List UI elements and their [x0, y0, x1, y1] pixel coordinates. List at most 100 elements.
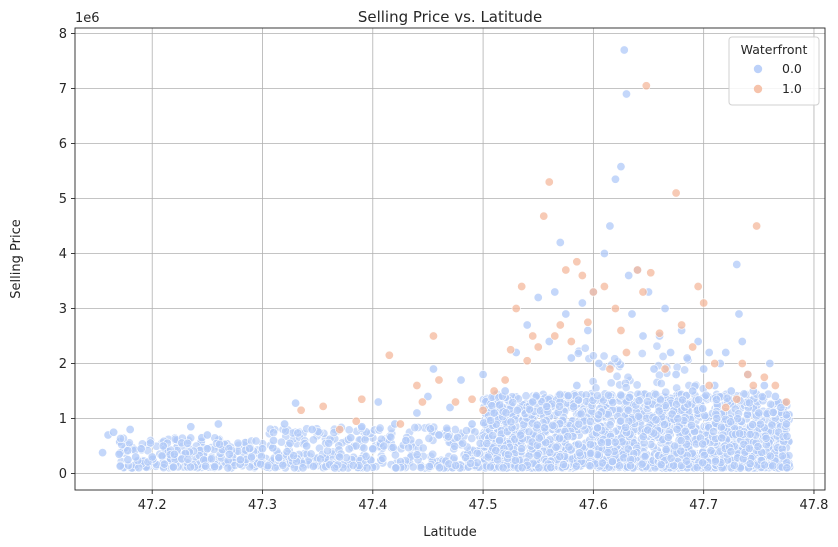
data-point — [302, 441, 312, 451]
data-point — [616, 390, 626, 400]
data-point — [767, 420, 777, 430]
data-point — [368, 444, 378, 454]
y-tick-label: 5 — [59, 192, 67, 207]
data-point — [495, 435, 505, 445]
y-tick-label: 4 — [59, 247, 67, 262]
data-point — [318, 401, 328, 411]
data-point — [357, 422, 367, 432]
data-point — [643, 396, 653, 406]
data-point — [244, 444, 254, 454]
data-point — [278, 460, 288, 470]
data-point — [168, 462, 178, 472]
data-point — [215, 439, 225, 449]
data-point — [706, 446, 716, 456]
data-point — [585, 439, 595, 449]
y-tick-label: 8 — [59, 27, 67, 42]
data-point — [401, 435, 411, 445]
y-tick-label: 6 — [59, 137, 67, 152]
legend-marker — [753, 64, 763, 74]
data-point — [98, 448, 108, 458]
data-point — [693, 281, 703, 291]
x-tick-label: 47.3 — [248, 498, 277, 513]
data-point — [115, 461, 125, 471]
data-point — [116, 434, 126, 444]
data-point — [712, 395, 722, 405]
data-point — [704, 380, 714, 390]
data-point — [508, 397, 518, 407]
data-point — [344, 444, 354, 454]
data-point — [694, 395, 704, 405]
data-point — [485, 416, 495, 426]
data-point — [721, 347, 731, 357]
data-point — [768, 461, 778, 471]
data-point — [423, 391, 433, 401]
data-point — [450, 441, 460, 451]
data-point — [522, 356, 532, 366]
data-point — [781, 397, 791, 407]
data-point — [410, 423, 420, 433]
data-point — [417, 397, 427, 407]
data-point — [555, 433, 565, 443]
x-tick-label: 47.6 — [579, 498, 608, 513]
data-point — [699, 364, 709, 374]
data-point — [649, 364, 659, 374]
data-point — [671, 369, 681, 379]
data-point — [123, 446, 133, 456]
data-point — [274, 453, 284, 463]
data-point — [563, 431, 573, 441]
y-tick-label: 0 — [59, 467, 67, 482]
y-tick-label: 2 — [59, 357, 67, 372]
data-point — [574, 419, 584, 429]
data-point — [291, 398, 301, 408]
data-point — [583, 325, 593, 335]
data-point — [528, 331, 538, 341]
data-point — [607, 456, 617, 466]
data-point — [610, 303, 620, 313]
data-point — [770, 391, 780, 401]
data-point — [158, 441, 168, 451]
x-tick-label: 47.8 — [799, 498, 828, 513]
data-point — [776, 402, 786, 412]
data-point — [605, 364, 615, 374]
data-point — [539, 211, 549, 221]
data-point — [732, 259, 742, 269]
data-point — [428, 331, 438, 341]
data-point — [712, 413, 722, 423]
data-point — [233, 438, 243, 448]
data-point — [416, 463, 426, 473]
data-point — [506, 345, 516, 355]
data-point — [572, 380, 582, 390]
data-point — [593, 391, 603, 401]
data-point — [666, 347, 676, 357]
data-point — [670, 441, 680, 451]
data-point — [573, 395, 583, 405]
data-point — [637, 459, 647, 469]
data-point — [757, 392, 767, 402]
data-point — [451, 460, 461, 470]
data-point — [555, 401, 565, 411]
data-point — [637, 349, 647, 359]
y-axis-title: Selling Price — [9, 219, 24, 298]
data-point — [289, 451, 299, 461]
data-point — [632, 380, 642, 390]
x-axis-title: Latitude — [423, 525, 477, 540]
data-point — [561, 309, 571, 319]
data-point — [201, 461, 211, 471]
data-point — [495, 400, 505, 410]
data-point — [461, 453, 471, 463]
data-point — [533, 342, 543, 352]
data-point — [540, 423, 550, 433]
x-axis-ticks: 47.2 47.3 47.4 47.5 47.6 47.7 47.8 — [138, 490, 828, 513]
data-point — [610, 354, 620, 364]
data-point — [412, 408, 422, 418]
data-point — [659, 420, 669, 430]
data-point — [754, 408, 764, 418]
data-point — [223, 463, 233, 473]
data-point — [608, 398, 618, 408]
data-point — [545, 447, 555, 457]
data-point — [577, 298, 587, 308]
data-points — [98, 45, 791, 465]
data-point — [348, 460, 358, 470]
data-point — [123, 455, 133, 465]
data-point — [782, 463, 792, 473]
